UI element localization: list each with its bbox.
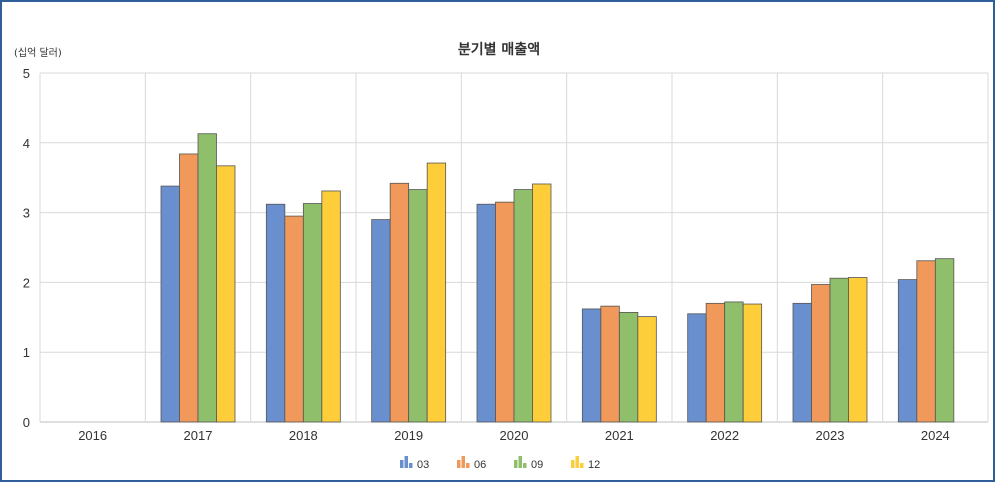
legend-label: 03: [417, 459, 429, 471]
bar: [476, 203, 496, 423]
y-tick-label: 0: [23, 415, 30, 430]
legend-label: 09: [531, 459, 543, 471]
y-tick-label: 4: [23, 136, 30, 151]
x-tick-label: 2023: [816, 428, 845, 443]
legend-swatch-icon: [461, 456, 465, 468]
legend-item: 06: [457, 456, 486, 471]
bar: [792, 302, 812, 423]
legend-swatch-icon: [575, 456, 579, 468]
y-tick-label: 2: [23, 275, 30, 290]
x-tick-label: 2018: [289, 428, 318, 443]
legend-swatch-icon: [518, 456, 522, 468]
x-tick-label: 2017: [184, 428, 213, 443]
bar: [934, 258, 955, 423]
legend-label: 12: [588, 459, 600, 471]
bar: [705, 302, 726, 423]
y-tick-label: 1: [23, 345, 30, 360]
bar: [408, 189, 428, 423]
bar: [637, 316, 657, 423]
bar: [321, 190, 341, 423]
bar: [179, 153, 199, 423]
y-axis-ticks: 0 1 2 3 4 5: [23, 66, 30, 430]
bar: [513, 189, 533, 423]
legend-item: 03: [400, 456, 429, 471]
x-tick-label: 2019: [394, 428, 423, 443]
legend: 03 06 09 12: [400, 456, 600, 471]
bar: [742, 303, 763, 423]
legend-label: 06: [474, 459, 486, 471]
x-tick-label: 2022: [710, 428, 739, 443]
unit-label: (십억 달러): [14, 47, 62, 59]
x-tick-label: 2020: [500, 428, 529, 443]
bar: [724, 301, 744, 423]
bars: [160, 133, 955, 423]
legend-item: 12: [571, 456, 600, 471]
legend-swatch-icon: [580, 463, 584, 468]
bar: [302, 203, 323, 423]
bar: [916, 260, 936, 423]
bar: [389, 182, 410, 423]
bar: [160, 185, 180, 423]
x-tick-label: 2016: [78, 428, 107, 443]
y-tick-label: 3: [23, 206, 30, 221]
bar: [532, 183, 552, 423]
bar: [829, 277, 849, 423]
legend-swatch-icon: [400, 460, 404, 468]
bar: [265, 203, 286, 423]
y-tick-label: 5: [23, 66, 30, 81]
bar: [426, 162, 447, 423]
chart-title: 분기별 매출액: [458, 41, 540, 58]
legend-item: 09: [514, 456, 543, 471]
legend-swatch-icon: [514, 460, 518, 468]
bar: [216, 165, 236, 423]
bar: [581, 308, 602, 423]
legend-swatch-icon: [404, 456, 408, 468]
legend-swatch-icon: [466, 463, 470, 468]
bar: [687, 313, 707, 423]
x-tick-label: 2021: [605, 428, 634, 443]
legend-swatch-icon: [571, 460, 575, 468]
legend-swatch-icon: [457, 460, 461, 468]
x-tick-label: 2024: [921, 428, 950, 443]
bar: [848, 277, 868, 423]
bar: [600, 305, 620, 423]
legend-swatch-icon: [409, 463, 413, 468]
bar: [618, 312, 639, 423]
legend-swatch-icon: [523, 463, 527, 468]
x-axis-ticks: 2016 2017 2018 2019 2020 2021 2022 2023 2024: [78, 428, 950, 443]
bar: [811, 284, 831, 423]
bar: [495, 201, 515, 423]
bar: [897, 279, 918, 423]
bar: [371, 219, 391, 423]
bar: [197, 133, 217, 423]
bar: [284, 215, 304, 423]
